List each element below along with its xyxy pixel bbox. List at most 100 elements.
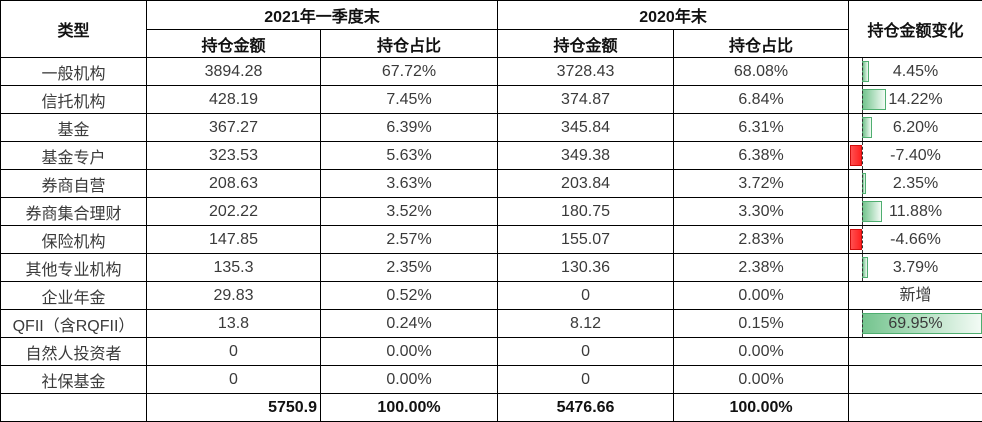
table-row: 保险机构 147.85 2.57% 155.07 2.83% -4.66% (1, 226, 982, 254)
change-value: 2.35% (893, 175, 938, 192)
row-label: 其他专业机构 (1, 254, 147, 282)
table-row: 社保基金 0 0.00% 0 0.00% (1, 366, 982, 394)
databar (862, 117, 873, 138)
total-label-cell (1, 394, 147, 422)
change-cell: 新增 (849, 282, 982, 310)
databar (850, 229, 862, 250)
row-label: 信托机构 (1, 86, 147, 114)
header-2021q1-group: 2021年一季度末 (147, 1, 498, 30)
header-2020-group: 2020年末 (498, 1, 849, 30)
databar-axis (862, 86, 863, 113)
amount-2020-cell: 203.84 (498, 170, 674, 198)
databar (862, 61, 870, 82)
amount-2021-cell: 428.19 (147, 86, 321, 114)
amount-2021-cell: 323.53 (147, 142, 321, 170)
amount-2021-cell: 208.63 (147, 170, 321, 198)
amount-2021-cell: 29.83 (147, 282, 321, 310)
share-2021-cell: 2.35% (321, 254, 498, 282)
databar-axis (862, 226, 863, 253)
amount-2021-cell: 367.27 (147, 114, 321, 142)
change-cell (849, 338, 982, 366)
table-row: 自然人投资者 0 0.00% 0 0.00% (1, 338, 982, 366)
change-cell: 11.88% (849, 198, 982, 226)
change-cell: 2.35% (849, 170, 982, 198)
row-label: 社保基金 (1, 366, 147, 394)
table-row: QFII（含RQFII） 13.8 0.24% 8.12 0.15% 69.95… (1, 310, 982, 338)
row-label: 券商集合理财 (1, 198, 147, 226)
row-label: 保险机构 (1, 226, 147, 254)
amount-2020-cell: 180.75 (498, 198, 674, 226)
share-2020-cell: 3.30% (674, 198, 849, 226)
share-2021-cell: 3.63% (321, 170, 498, 198)
amount-2020-cell: 8.12 (498, 310, 674, 338)
amount-2020-cell: 155.07 (498, 226, 674, 254)
total-share-2021: 100.00% (321, 394, 498, 422)
share-2021-cell: 0.00% (321, 366, 498, 394)
change-cell: 69.95% (849, 310, 982, 338)
share-2020-cell: 0.00% (674, 282, 849, 310)
table-row: 一般机构 3894.28 67.72% 3728.43 68.08% 4.45% (1, 58, 982, 86)
share-2020-cell: 6.31% (674, 114, 849, 142)
databar-axis (862, 142, 863, 169)
share-2020-cell: 2.38% (674, 254, 849, 282)
change-cell (849, 366, 982, 394)
amount-2021-cell: 0 (147, 366, 321, 394)
change-cell: 4.45% (849, 58, 982, 86)
share-2020-cell: 6.84% (674, 86, 849, 114)
share-2021-cell: 2.57% (321, 226, 498, 254)
row-label: 基金专户 (1, 142, 147, 170)
amount-2020-cell: 374.87 (498, 86, 674, 114)
change-cell: 14.22% (849, 86, 982, 114)
header-share-2020: 持仓占比 (674, 30, 849, 58)
total-amount-2020: 5476.66 (498, 394, 674, 422)
share-2021-cell: 5.63% (321, 142, 498, 170)
share-2020-cell: 6.38% (674, 142, 849, 170)
change-value: 6.20% (893, 119, 938, 136)
databar-axis (862, 114, 863, 141)
table-row: 基金 367.27 6.39% 345.84 6.31% 6.20% (1, 114, 982, 142)
amount-2021-cell: 135.3 (147, 254, 321, 282)
share-2021-cell: 3.52% (321, 198, 498, 226)
row-label: QFII（含RQFII） (1, 310, 147, 338)
table-row: 企业年金 29.83 0.52% 0 0.00% 新增 (1, 282, 982, 310)
databar-axis (862, 170, 863, 197)
share-2020-cell: 0.00% (674, 366, 849, 394)
change-cell: -7.40% (849, 142, 982, 170)
change-value: 69.95% (888, 315, 942, 332)
row-label: 券商自营 (1, 170, 147, 198)
amount-2020-cell: 0 (498, 366, 674, 394)
change-cell: 3.79% (849, 254, 982, 282)
databar-axis (862, 254, 863, 281)
change-value: -4.66% (890, 231, 941, 248)
header-type: 类型 (1, 1, 147, 58)
amount-2021-cell: 0 (147, 338, 321, 366)
header-share-2021: 持仓占比 (321, 30, 498, 58)
databar (850, 145, 862, 166)
share-2020-cell: 3.72% (674, 170, 849, 198)
databar-axis (862, 310, 863, 337)
databar (862, 89, 886, 110)
share-2021-cell: 0.52% (321, 282, 498, 310)
change-cell: -4.66% (849, 226, 982, 254)
total-share-2020: 100.00% (674, 394, 849, 422)
amount-2020-cell: 0 (498, 282, 674, 310)
header-amount-2020: 持仓金额 (498, 30, 674, 58)
total-row: 5750.9 100.00% 5476.66 100.00% (1, 394, 982, 422)
amount-2021-cell: 147.85 (147, 226, 321, 254)
change-value: 4.45% (893, 63, 938, 80)
share-2021-cell: 0.00% (321, 338, 498, 366)
share-2020-cell: 2.83% (674, 226, 849, 254)
change-value: 新增 (900, 287, 932, 304)
amount-2021-cell: 3894.28 (147, 58, 321, 86)
share-2021-cell: 7.45% (321, 86, 498, 114)
table-row: 券商集合理财 202.22 3.52% 180.75 3.30% 11.88% (1, 198, 982, 226)
amount-2021-cell: 13.8 (147, 310, 321, 338)
share-2021-cell: 0.24% (321, 310, 498, 338)
share-2020-cell: 0.15% (674, 310, 849, 338)
change-value: -7.40% (890, 147, 941, 164)
amount-2021-cell: 202.22 (147, 198, 321, 226)
share-2021-cell: 67.72% (321, 58, 498, 86)
databar (862, 201, 882, 222)
